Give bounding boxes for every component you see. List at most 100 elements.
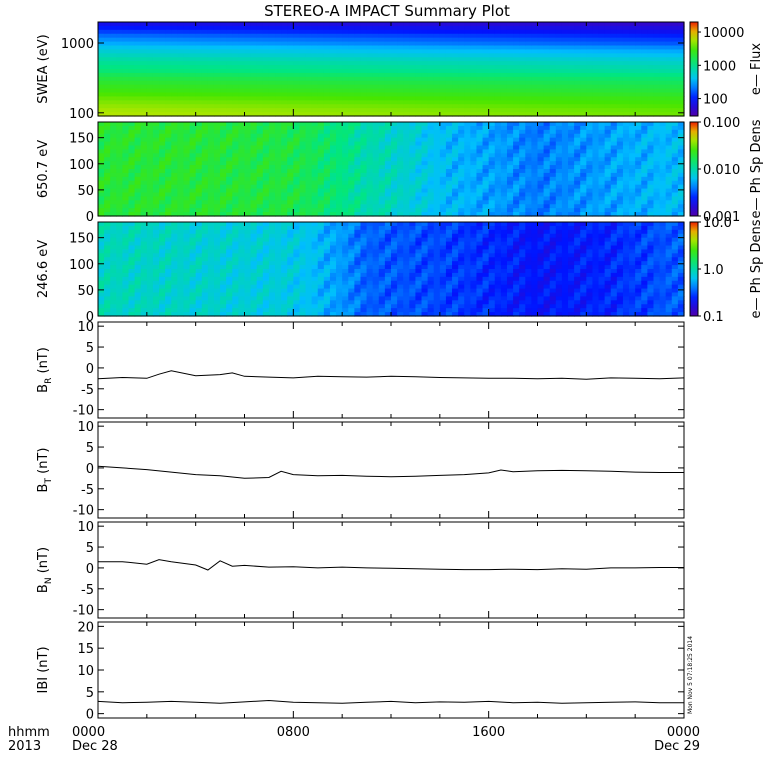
heatmap-cell — [122, 225, 130, 231]
heatmap-cell — [238, 92, 246, 98]
heatmap-cell — [116, 145, 124, 151]
heatmap-cell — [574, 37, 581, 43]
heatmap-cell — [543, 208, 551, 213]
heatmap-cell — [348, 88, 355, 94]
heatmap-cell — [641, 72, 648, 78]
heatmap-cell — [329, 104, 337, 109]
heatmap-cell — [262, 76, 270, 82]
heatmap-cell — [476, 161, 484, 166]
heatmap-cell — [671, 200, 679, 205]
heatmap-cell — [586, 61, 594, 66]
heatmap-cell — [293, 208, 301, 213]
heatmap-cell — [287, 200, 294, 205]
heatmap-cell — [152, 253, 160, 258]
heatmap-cell — [256, 41, 264, 47]
heatmap-cell — [421, 33, 429, 39]
heatmap-cell — [299, 100, 307, 105]
heatmap-cell — [244, 112, 252, 117]
heatmap-cell — [598, 92, 606, 98]
heatmap-cell — [299, 141, 307, 147]
heatmap-cell — [470, 180, 478, 186]
heatmap-cell — [360, 180, 368, 186]
heatmap-cell — [220, 153, 227, 158]
heatmap-cell — [287, 188, 294, 194]
heatmap-cell — [146, 149, 154, 154]
heatmap-cell — [384, 25, 392, 31]
heatmap-cell — [445, 204, 453, 209]
heatmap-cell — [183, 108, 191, 113]
heatmap-cell — [598, 72, 606, 78]
heatmap-cell — [177, 61, 185, 66]
heatmap-cell — [262, 184, 270, 190]
heatmap-cell — [568, 188, 575, 194]
heatmap-cell — [464, 149, 471, 154]
heatmap-cell — [98, 96, 105, 101]
heatmap-cell — [122, 176, 130, 182]
heatmap-cell — [677, 157, 685, 162]
heatmap-cell — [574, 49, 581, 54]
heatmap-cell — [189, 104, 197, 109]
heatmap-cell — [146, 308, 154, 313]
heatmap-cell — [482, 172, 490, 178]
heatmap-cell — [262, 122, 270, 127]
heatmap-cell — [598, 76, 606, 82]
heatmap-cell — [134, 92, 142, 98]
heatmap-cell — [629, 208, 636, 213]
heatmap-cell — [360, 96, 368, 101]
heatmap-cell — [604, 80, 612, 86]
heatmap-cell — [653, 29, 661, 35]
heatmap-cell — [134, 141, 142, 147]
heatmap-cell — [232, 45, 239, 51]
heatmap-cell — [409, 192, 417, 198]
heatmap-cell — [653, 37, 661, 43]
heatmap-cell — [671, 153, 679, 158]
heatmap-cell — [506, 29, 514, 35]
heatmap-cell — [171, 88, 178, 94]
heatmap-cell — [415, 45, 423, 51]
heatmap-cell — [659, 76, 667, 82]
heatmap-cell — [140, 300, 148, 305]
heatmap-cell — [470, 22, 478, 27]
heatmap-cell — [98, 300, 105, 305]
heatmap-cell — [140, 133, 148, 139]
heatmap-cell — [506, 96, 514, 101]
heatmap-cell — [549, 72, 557, 78]
heatmap-cell — [421, 161, 429, 166]
heatmap-cell — [165, 212, 172, 217]
heatmap-cell — [262, 41, 270, 47]
colorbar — [689, 121, 699, 217]
heatmap-cell — [488, 212, 496, 217]
heatmap-cell — [98, 80, 105, 86]
heatmap-cell — [488, 169, 496, 174]
heatmap-cell — [152, 112, 160, 117]
heatmap-cell — [433, 161, 441, 166]
heatmap-cell — [183, 104, 191, 109]
heatmap-cell — [342, 25, 349, 31]
heatmap-cell — [98, 312, 105, 317]
heatmap-cell — [366, 76, 374, 82]
heatmap-cell — [128, 192, 136, 198]
heatmap-cell — [384, 22, 392, 27]
heatmap-cell — [360, 176, 368, 182]
heatmap-cell — [110, 296, 117, 301]
heatmap-cell — [482, 92, 490, 98]
heatmap-cell — [622, 25, 630, 31]
heatmap-cell — [329, 88, 337, 94]
heatmap-cell — [140, 161, 148, 166]
heatmap-cell — [213, 149, 221, 154]
heatmap-cell — [433, 80, 441, 86]
heatmap-cell — [616, 165, 624, 170]
heatmap-cell — [317, 57, 325, 62]
heatmap-cell — [403, 108, 410, 113]
heatmap-cell — [159, 41, 166, 47]
heatmap-cell — [360, 208, 368, 213]
heatmap-cell — [506, 192, 514, 198]
heatmap-cell — [354, 45, 362, 51]
heatmap-cell — [146, 265, 154, 270]
heatmap-cell — [146, 284, 154, 290]
heatmap-cell — [98, 192, 105, 198]
heatmap-cell — [568, 157, 575, 162]
heatmap-cell — [513, 22, 520, 27]
heatmap-cell — [580, 80, 587, 86]
heatmap-cell — [195, 161, 203, 166]
